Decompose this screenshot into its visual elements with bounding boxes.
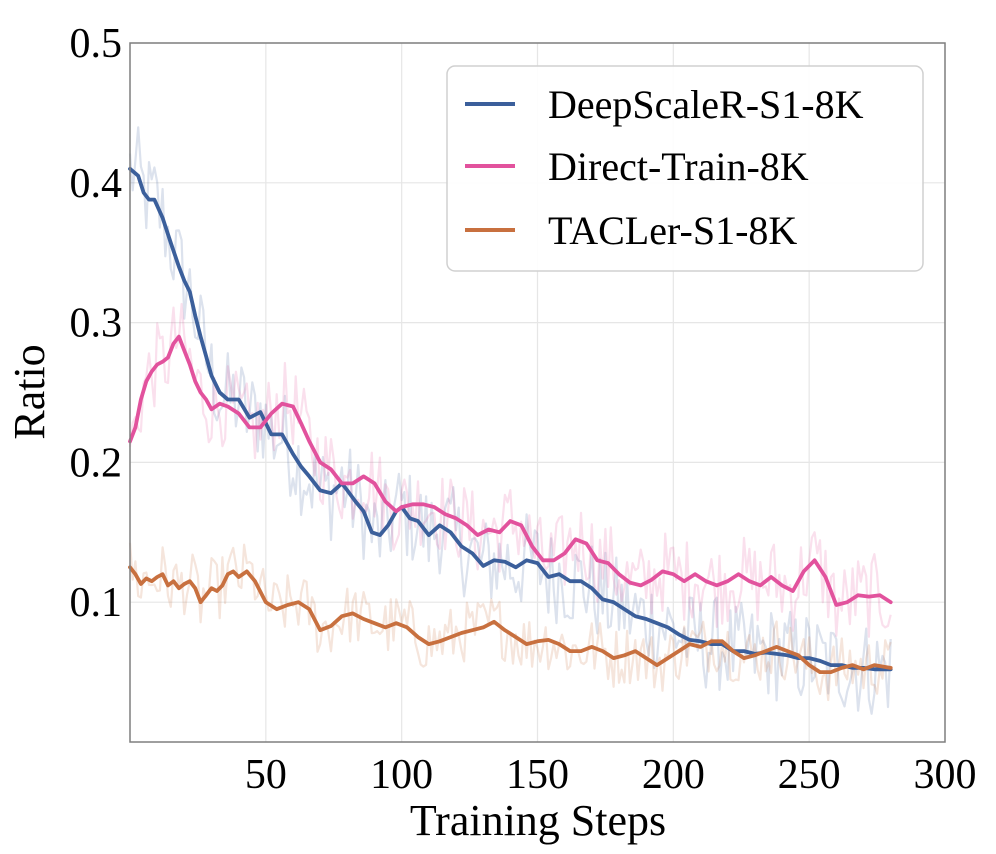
x-tick-label: 100 (370, 752, 433, 798)
x-tick-label: 300 (914, 752, 977, 798)
y-tick-label: 0.4 (70, 161, 123, 207)
y-tick-labels: 0.1 0.2 0.3 0.4 0.5 (70, 21, 123, 626)
y-tick-label: 0.5 (70, 21, 123, 67)
x-tick-label: 150 (506, 752, 569, 798)
series-line-direct-train (128, 334, 893, 607)
series-line-deepscaler (128, 166, 893, 672)
legend: DeepScaleR-S1-8K Direct-Train-8K TACLer-… (446, 65, 924, 272)
legend-box (446, 65, 924, 272)
x-tick-label: 50 (245, 752, 287, 798)
series-line-tacler (128, 565, 893, 674)
y-axis-label: Ratio (5, 344, 54, 439)
x-tick-label: 200 (642, 752, 705, 798)
legend-label-tacler: TACLer-S1-8K (548, 208, 797, 253)
legend-label-direct-train: Direct-Train-8K (548, 144, 809, 189)
raw-trace-deepscaler (128, 126, 892, 715)
raw-trace-direct-train (128, 302, 892, 638)
smoothed-series-lines (128, 166, 893, 674)
plot-frame (129, 42, 946, 743)
x-axis-label: Training Steps (410, 796, 666, 845)
y-tick-label: 0.1 (70, 580, 123, 626)
y-tick-label: 0.2 (70, 440, 123, 486)
x-tick-labels: 50 100 150 200 250 300 (245, 752, 977, 798)
x-tick-label: 250 (778, 752, 841, 798)
legend-label-deepscaler: DeepScaleR-S1-8K (548, 82, 864, 127)
y-tick-label: 0.3 (70, 301, 123, 347)
